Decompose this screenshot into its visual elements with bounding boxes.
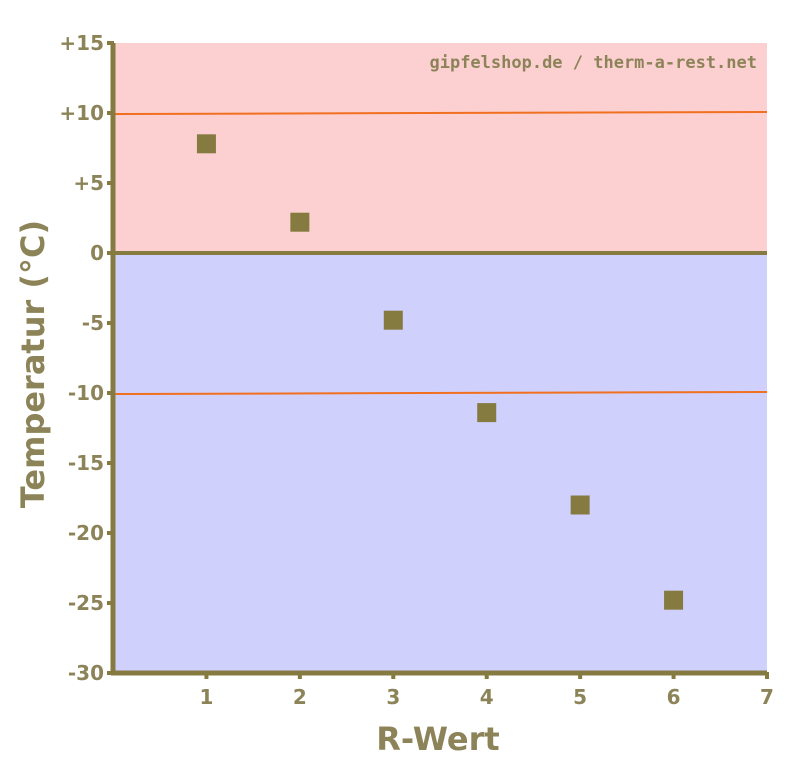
y-tick-label: -25 bbox=[68, 591, 104, 615]
x-axis-title: R-Wert bbox=[376, 720, 499, 758]
x-tick-label: 3 bbox=[386, 685, 400, 709]
reference-line-1 bbox=[112, 391, 768, 395]
y-tick-label: -20 bbox=[68, 521, 104, 545]
reference-lines bbox=[112, 111, 768, 395]
y-ticks: +15 +10 +5 0 -5 -10 -15 -20 -25 -30 bbox=[59, 31, 114, 685]
source-note: gipfelshop.de / therm-a-rest.net bbox=[429, 53, 757, 73]
reference-line-0 bbox=[112, 111, 768, 115]
data-point bbox=[290, 212, 310, 232]
y-tick-label: +15 bbox=[59, 31, 104, 55]
data-points bbox=[196, 134, 684, 610]
y-tick-label: -15 bbox=[68, 451, 104, 475]
x-tick-label: 4 bbox=[480, 685, 494, 709]
y-tick-label: 0 bbox=[90, 241, 104, 265]
data-point bbox=[570, 495, 590, 515]
x-tick-label: 7 bbox=[760, 685, 774, 709]
x-tick-label: 1 bbox=[199, 685, 213, 709]
axes bbox=[110, 43, 767, 676]
data-point bbox=[196, 134, 216, 154]
band-0 bbox=[113, 43, 767, 253]
y-tick-label: +5 bbox=[73, 171, 104, 195]
data-point bbox=[664, 590, 684, 610]
y-tick-label: -5 bbox=[82, 311, 104, 335]
band-1 bbox=[113, 253, 767, 673]
x-ticks: 1 2 3 4 5 6 7 bbox=[199, 672, 774, 709]
background-bands bbox=[113, 43, 767, 673]
y-tick-label: +10 bbox=[59, 101, 104, 125]
x-tick-label: 2 bbox=[293, 685, 307, 709]
x-tick-label: 6 bbox=[667, 685, 681, 709]
data-point bbox=[477, 403, 497, 423]
x-tick-label: 5 bbox=[573, 685, 587, 709]
y-tick-label: -30 bbox=[68, 661, 104, 685]
y-axis-title: Temperatur (°C) bbox=[14, 220, 52, 508]
y-tick-label: -10 bbox=[68, 381, 104, 405]
data-point bbox=[383, 310, 403, 330]
